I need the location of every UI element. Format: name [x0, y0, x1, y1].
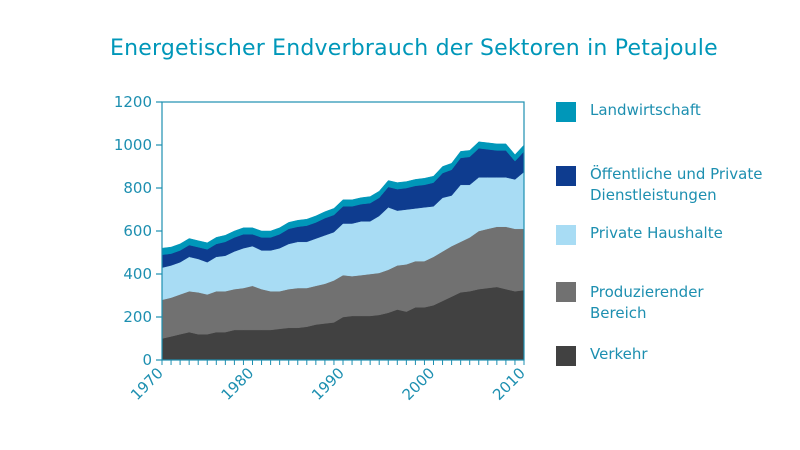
- y-tick-label: 0: [142, 351, 152, 369]
- x-tick-label: 1970: [127, 364, 167, 404]
- legend-item-produzierender-bereich: Produzierender Bereich: [556, 282, 704, 324]
- y-tick-label: 800: [123, 179, 152, 197]
- area-series-group: [161, 141, 525, 361]
- legend-item-dienstleistungen: Öffentliche und Private Dienstleistungen: [556, 164, 762, 206]
- legend-swatch: [556, 346, 576, 366]
- x-tick-label: 2000: [399, 364, 439, 404]
- legend-swatch: [556, 102, 576, 122]
- legend-label: Produzierender Bereich: [590, 283, 704, 322]
- y-tick-label: 1000: [114, 136, 152, 154]
- legend-item-private-haushalte: Private Haushalte: [556, 223, 723, 245]
- legend-label: Verkehr: [590, 345, 648, 363]
- legend-item-landwirtschaft: Landwirtschaft: [556, 100, 701, 122]
- x-tick-label: 2010: [489, 364, 529, 404]
- x-axis-ticks: 1970 1980 1990 2000 2010: [127, 360, 529, 404]
- legend-swatch: [556, 282, 576, 302]
- legend-label: Öffentliche und Private Dienstleistungen: [590, 165, 763, 204]
- x-tick-label: 1980: [218, 364, 258, 404]
- y-axis-ticks: 0 200 400 600 800 1000 1200: [114, 93, 162, 369]
- y-tick-label: 1200: [114, 93, 152, 111]
- legend-label: Private Haushalte: [590, 224, 723, 242]
- legend-swatch: [556, 166, 576, 186]
- y-tick-label: 600: [123, 222, 152, 240]
- y-tick-label: 400: [123, 265, 152, 283]
- x-tick-label: 1990: [308, 364, 348, 404]
- legend-item-verkehr: Verkehr: [556, 344, 648, 366]
- chart-title: Energetischer Endverbrauch der Sektoren …: [110, 36, 718, 61]
- legend-swatch: [556, 225, 576, 245]
- legend-label: Landwirtschaft: [590, 101, 701, 119]
- y-tick-label: 200: [123, 308, 152, 326]
